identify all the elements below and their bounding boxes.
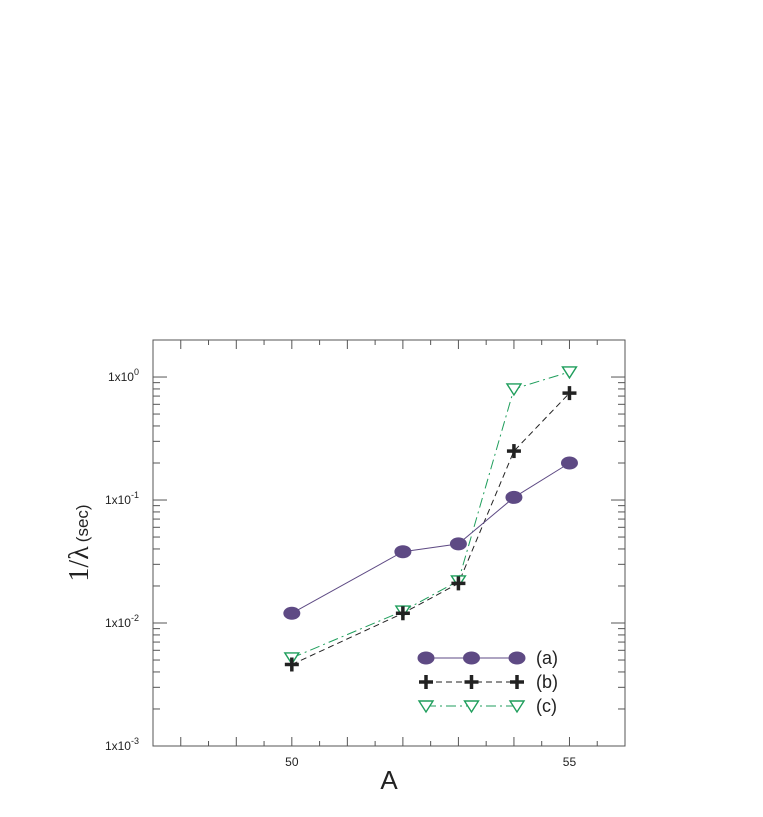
series-line [291,392,570,665]
legend-marker [419,675,433,689]
series-line [291,462,570,614]
legend-marker [510,675,524,689]
data-point [395,606,410,621]
y-axis-title-group: 1/λ (sec) [64,504,95,581]
y-axis-title-unit: (sec) [73,504,92,542]
x-tick-label: 50 [285,755,299,769]
legend-marker [463,700,480,714]
y-tick-label: 1x10-3 [105,736,139,753]
y-axis-title-main: 1/λ [64,546,95,582]
y-axis-title: 1/λ (sec) [64,504,95,581]
y-tick-label: 1x10-2 [105,613,139,630]
data-point [562,386,577,401]
series-layer [283,366,578,672]
plot-frame [152,339,626,747]
data-point [560,456,578,470]
data-point [283,606,301,620]
data-point [505,490,523,504]
data-point [394,545,412,559]
y-tick-label-exponent: -1 [131,490,139,500]
legend-marker [463,651,480,665]
data-point [561,366,578,380]
legend-marker [417,700,435,714]
legend-label: (b) [536,672,558,692]
y-tick-label-exponent: 0 [134,367,139,377]
y-tick-label-exponent: -3 [131,736,139,746]
y-tick-label-exponent: -2 [131,613,139,623]
data-point [505,383,523,397]
x-tick-label: 55 [563,755,577,769]
legend-label: (a) [536,648,558,668]
series-line [291,371,570,659]
data-point [506,444,521,459]
legend-marker [464,675,479,689]
y-tick-label: 1x10-1 [105,490,139,507]
legend-label: (c) [536,696,557,716]
legend-marker [508,651,526,665]
legend-marker [508,700,526,714]
x-axis-title: A [380,765,398,795]
y-tick-label-base: 1x10 [108,370,134,384]
data-point [449,537,467,551]
y-tick-label-base: 1x10 [105,616,131,630]
y-tick-label-base: 1x10 [105,739,131,753]
y-tick-label-base: 1x10 [105,493,131,507]
y-tick-label: 1x100 [108,367,139,384]
legend-marker [417,651,435,665]
data-point [284,657,299,672]
data-point [451,576,466,591]
legend: (a) (b) (c) [417,648,558,716]
